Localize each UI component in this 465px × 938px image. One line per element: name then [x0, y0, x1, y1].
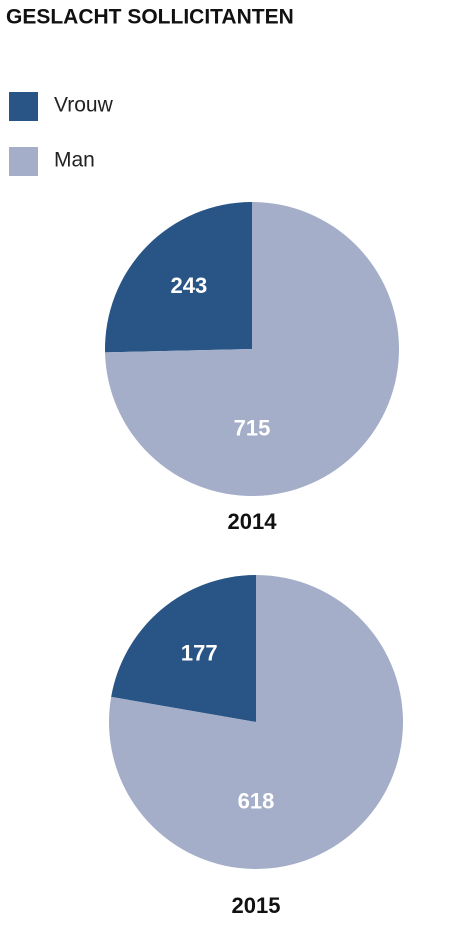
legend-label: Vrouw — [54, 94, 114, 117]
data-label: 618 — [238, 789, 275, 814]
title: GESLACHT SOLLICITANTEN — [6, 6, 294, 29]
pie-title: 2015 — [232, 893, 281, 918]
legend-swatch — [9, 147, 38, 176]
data-label: 243 — [171, 273, 208, 298]
pie-slice — [111, 575, 257, 722]
legend-swatch — [9, 92, 38, 121]
pie-slice — [105, 202, 252, 353]
data-label: 715 — [234, 416, 271, 441]
pie-slice — [105, 202, 399, 497]
data-label: 177 — [181, 640, 218, 665]
legend-label: Man — [54, 149, 95, 172]
pie-title: 2014 — [228, 509, 278, 534]
pie-slice — [108, 575, 403, 869]
